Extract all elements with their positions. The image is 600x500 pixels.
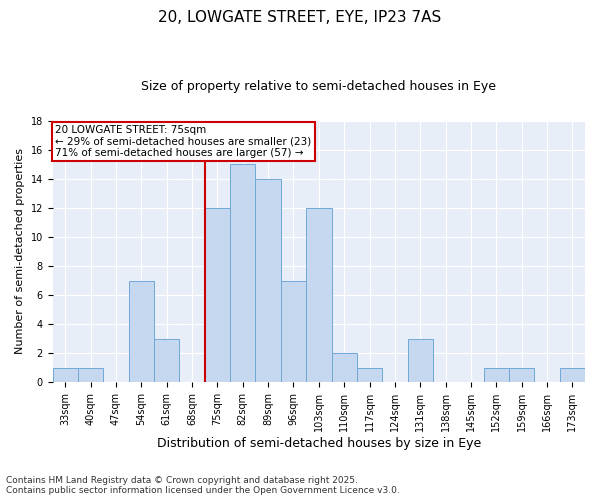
Y-axis label: Number of semi-detached properties: Number of semi-detached properties (15, 148, 25, 354)
Title: Size of property relative to semi-detached houses in Eye: Size of property relative to semi-detach… (142, 80, 496, 93)
Bar (306, 208, 332, 382)
Bar (256, 178, 281, 382)
Bar (560, 368, 585, 382)
Bar (357, 368, 382, 382)
Text: 20 LOWGATE STREET: 75sqm
← 29% of semi-detached houses are smaller (23)
71% of s: 20 LOWGATE STREET: 75sqm ← 29% of semi-d… (55, 125, 311, 158)
Bar (53, 368, 78, 382)
Bar (332, 354, 357, 382)
Bar (407, 338, 433, 382)
Bar (154, 338, 179, 382)
Bar (78, 368, 103, 382)
Bar (281, 280, 306, 382)
Bar (230, 164, 256, 382)
Bar (509, 368, 535, 382)
X-axis label: Distribution of semi-detached houses by size in Eye: Distribution of semi-detached houses by … (157, 437, 481, 450)
Bar (129, 280, 154, 382)
Bar (205, 208, 230, 382)
Bar (484, 368, 509, 382)
Text: Contains HM Land Registry data © Crown copyright and database right 2025.
Contai: Contains HM Land Registry data © Crown c… (6, 476, 400, 495)
Text: 20, LOWGATE STREET, EYE, IP23 7AS: 20, LOWGATE STREET, EYE, IP23 7AS (158, 10, 442, 25)
